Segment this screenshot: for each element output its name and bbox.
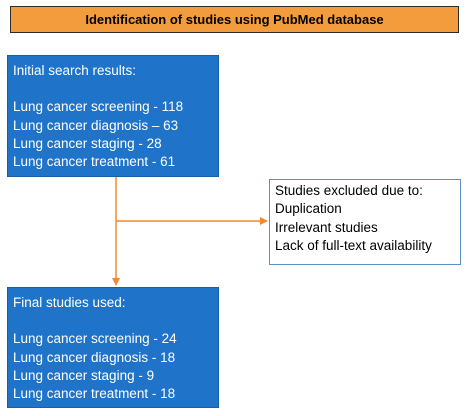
initial-item-staging: Lung cancer staging - 28 xyxy=(13,135,162,151)
initial-search-heading: Initial search results: xyxy=(13,63,137,78)
initial-item-screening: Lung cancer screening - 118 xyxy=(13,99,184,115)
final-studies-box: Final studies used: Lung cancer screenin… xyxy=(7,287,219,408)
exclusion-item-irrelevant: Irrelevant studies xyxy=(275,219,378,235)
final-item-screening: Lung cancer screening - 24 xyxy=(13,331,177,347)
exclusion-heading: Studies excluded due to: xyxy=(275,183,423,198)
final-item-diagnosis: Lung cancer diagnosis - 18 xyxy=(13,349,176,365)
initial-item-diagnosis: Lung cancer diagnosis – 63 xyxy=(13,117,179,133)
exclusion-criteria-box: Studies excluded due to: Duplication Irr… xyxy=(269,179,461,265)
final-item-treatment: Lung cancer treatment - 18 xyxy=(13,386,176,402)
exclusion-item-no-full-text: Lack of full-text availability xyxy=(275,237,432,253)
initial-search-results-box: Initial search results: Lung cancer scre… xyxy=(7,55,219,177)
final-item-staging: Lung cancer staging - 9 xyxy=(13,367,155,383)
exclusion-item-duplication: Duplication xyxy=(275,201,342,217)
final-studies-heading: Final studies used: xyxy=(13,295,126,310)
flowchart-title: Identification of studies using PubMed d… xyxy=(10,6,459,33)
initial-item-treatment: Lung cancer treatment - 61 xyxy=(13,154,176,170)
